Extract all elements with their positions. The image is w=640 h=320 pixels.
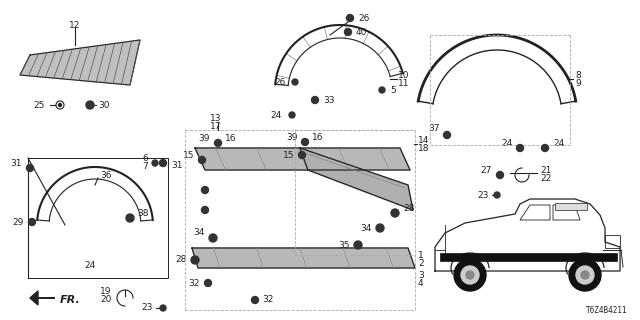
Text: 8: 8 bbox=[575, 70, 580, 79]
Circle shape bbox=[444, 132, 451, 139]
Polygon shape bbox=[195, 148, 410, 170]
Text: 39: 39 bbox=[287, 132, 298, 141]
Circle shape bbox=[152, 160, 158, 166]
Circle shape bbox=[581, 271, 589, 279]
Text: 22: 22 bbox=[540, 173, 551, 182]
Text: 26: 26 bbox=[275, 77, 286, 86]
Circle shape bbox=[202, 187, 209, 194]
Circle shape bbox=[391, 209, 399, 217]
Text: 30: 30 bbox=[98, 100, 109, 109]
Text: 16: 16 bbox=[225, 133, 237, 142]
Text: 39: 39 bbox=[198, 133, 210, 142]
Circle shape bbox=[516, 145, 524, 151]
Circle shape bbox=[198, 156, 205, 164]
Circle shape bbox=[344, 28, 351, 36]
Circle shape bbox=[461, 266, 479, 284]
Text: 23: 23 bbox=[141, 303, 153, 313]
Text: 35: 35 bbox=[339, 241, 350, 250]
Text: 10: 10 bbox=[398, 70, 410, 79]
Text: 13: 13 bbox=[210, 114, 221, 123]
Text: 27: 27 bbox=[481, 165, 492, 174]
Circle shape bbox=[214, 140, 221, 147]
Text: 33: 33 bbox=[323, 95, 335, 105]
Text: 14: 14 bbox=[418, 135, 429, 145]
Circle shape bbox=[160, 305, 166, 311]
Text: T6Z4B4211: T6Z4B4211 bbox=[586, 306, 628, 315]
Text: 32: 32 bbox=[262, 295, 273, 305]
Text: 28: 28 bbox=[175, 255, 187, 265]
Circle shape bbox=[379, 87, 385, 93]
Circle shape bbox=[466, 271, 474, 279]
Circle shape bbox=[202, 206, 209, 213]
Circle shape bbox=[86, 101, 94, 109]
Circle shape bbox=[126, 214, 134, 222]
Polygon shape bbox=[20, 40, 140, 85]
Circle shape bbox=[298, 151, 305, 158]
Text: 20: 20 bbox=[100, 295, 111, 305]
Text: 15: 15 bbox=[282, 150, 294, 159]
Text: 34: 34 bbox=[194, 228, 205, 236]
Circle shape bbox=[346, 14, 353, 21]
Circle shape bbox=[191, 256, 199, 264]
Circle shape bbox=[541, 145, 548, 151]
Text: 11: 11 bbox=[398, 78, 410, 87]
Circle shape bbox=[58, 103, 61, 107]
Text: 36: 36 bbox=[100, 171, 111, 180]
Text: 24: 24 bbox=[553, 139, 564, 148]
Text: 24: 24 bbox=[502, 139, 513, 148]
Text: 21: 21 bbox=[540, 165, 552, 174]
Text: 38: 38 bbox=[137, 209, 148, 218]
Text: 31: 31 bbox=[10, 158, 22, 167]
Circle shape bbox=[301, 139, 308, 146]
Polygon shape bbox=[30, 291, 55, 305]
Text: 19: 19 bbox=[100, 287, 111, 297]
Circle shape bbox=[292, 79, 298, 85]
Text: FR.: FR. bbox=[60, 295, 81, 305]
Polygon shape bbox=[192, 248, 415, 268]
Text: 7: 7 bbox=[142, 162, 148, 171]
Circle shape bbox=[159, 159, 166, 166]
Circle shape bbox=[354, 241, 362, 249]
Text: 6: 6 bbox=[142, 154, 148, 163]
Text: 15: 15 bbox=[182, 150, 194, 159]
Text: 3: 3 bbox=[418, 270, 424, 279]
Text: 5: 5 bbox=[390, 85, 396, 94]
Text: 18: 18 bbox=[418, 143, 429, 153]
Circle shape bbox=[569, 259, 601, 291]
Circle shape bbox=[289, 112, 295, 118]
Circle shape bbox=[29, 219, 35, 226]
Text: 4: 4 bbox=[418, 278, 424, 287]
Circle shape bbox=[376, 224, 384, 232]
Text: 31: 31 bbox=[171, 161, 182, 170]
Text: 40: 40 bbox=[356, 28, 367, 36]
Polygon shape bbox=[300, 148, 413, 210]
Text: 17: 17 bbox=[210, 122, 221, 131]
Text: 29: 29 bbox=[13, 218, 24, 227]
Text: 26: 26 bbox=[358, 13, 369, 22]
Polygon shape bbox=[555, 203, 587, 210]
Text: 9: 9 bbox=[575, 78, 580, 87]
Text: 24: 24 bbox=[84, 260, 95, 269]
Polygon shape bbox=[440, 253, 617, 261]
Text: 34: 34 bbox=[360, 223, 372, 233]
Text: 12: 12 bbox=[69, 20, 81, 29]
Text: 25: 25 bbox=[34, 100, 45, 109]
Circle shape bbox=[494, 192, 500, 198]
Circle shape bbox=[312, 97, 319, 103]
Circle shape bbox=[205, 279, 211, 286]
Circle shape bbox=[454, 259, 486, 291]
Text: 23: 23 bbox=[477, 190, 489, 199]
Circle shape bbox=[209, 234, 217, 242]
Circle shape bbox=[576, 266, 594, 284]
Text: 1: 1 bbox=[418, 251, 424, 260]
Text: 16: 16 bbox=[312, 132, 323, 141]
Circle shape bbox=[26, 164, 33, 172]
Text: 24: 24 bbox=[271, 110, 282, 119]
Text: 28: 28 bbox=[403, 204, 414, 212]
Text: 32: 32 bbox=[189, 278, 200, 287]
Circle shape bbox=[497, 172, 504, 179]
Text: 37: 37 bbox=[429, 124, 440, 132]
Circle shape bbox=[252, 297, 259, 303]
Text: 2: 2 bbox=[418, 259, 424, 268]
